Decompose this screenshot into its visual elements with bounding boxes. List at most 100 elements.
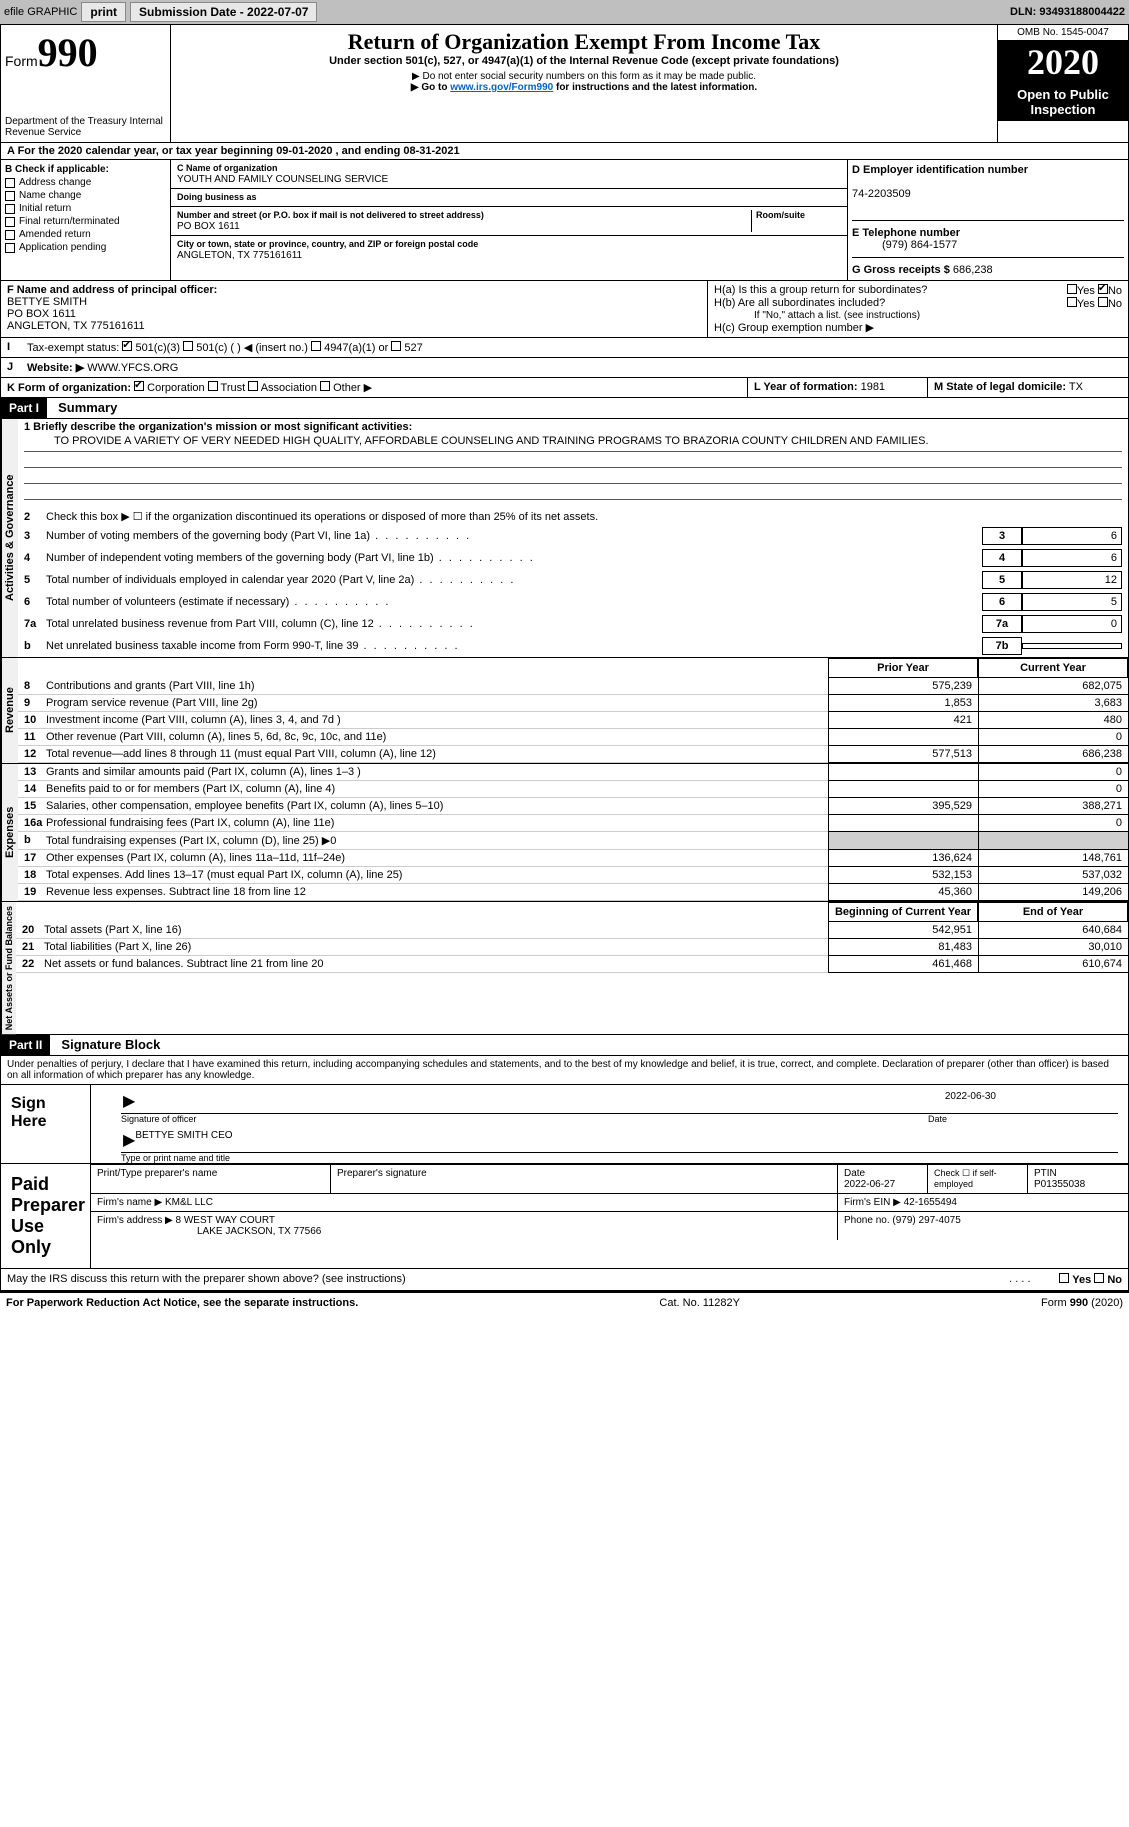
sig-officer-label: Signature of officer xyxy=(121,1114,928,1124)
firm-name-label: Firm's name ▶ xyxy=(97,1197,162,1208)
sign-here-label: Sign Here xyxy=(1,1085,91,1163)
current-value: 686,238 xyxy=(978,746,1128,763)
current-value: 148,761 xyxy=(978,850,1128,867)
firm-ein-label: Firm's EIN ▶ xyxy=(844,1197,901,1208)
prior-value xyxy=(828,832,978,850)
checkbox[interactable] xyxy=(5,178,15,188)
section-i: I Tax-exempt status: 501(c)(3) 501(c) ( … xyxy=(0,338,1129,358)
gross-value: 686,238 xyxy=(953,264,993,276)
form-org-checkbox[interactable] xyxy=(320,381,330,391)
current-value xyxy=(978,832,1128,850)
current-value: 682,075 xyxy=(978,678,1128,695)
website-label: Website: ▶ xyxy=(27,362,84,374)
dba-label: Doing business as xyxy=(177,192,257,202)
tax-status-checkbox[interactable] xyxy=(311,341,321,351)
hb-no-checkbox[interactable] xyxy=(1098,297,1108,307)
year-formation-label: L Year of formation: xyxy=(754,381,858,393)
city: ANGLETON, TX 775161611 xyxy=(177,250,302,261)
line1-label: 1 Briefly describe the organization's mi… xyxy=(24,421,412,433)
footer-right: Form 990 (2020) xyxy=(1041,1297,1123,1309)
form-org-checkbox[interactable] xyxy=(208,381,218,391)
firm-city: LAKE JACKSON, TX 77566 xyxy=(197,1226,321,1237)
activities-governance: Activities & Governance 1 Briefly descri… xyxy=(0,419,1129,658)
arrow-icon: ▶ xyxy=(123,1091,135,1111)
line-value: 5 xyxy=(1022,593,1122,611)
section-j: J Website: ▶ WWW.YFCS.ORG xyxy=(0,358,1129,378)
section-a: A For the 2020 calendar year, or tax yea… xyxy=(0,143,1129,160)
section-b-label: B Check if applicable: xyxy=(5,164,166,175)
checkbox[interactable] xyxy=(5,243,15,253)
form-org-label: K Form of organization: xyxy=(7,382,131,394)
officer-label: F Name and address of principal officer: xyxy=(7,284,217,296)
hb-yes-checkbox[interactable] xyxy=(1067,297,1077,307)
efile-label: efile GRAPHIC xyxy=(4,6,77,18)
sidebar-revenue: Revenue xyxy=(1,658,18,763)
mission-text: TO PROVIDE A VARIETY OF VERY NEEDED HIGH… xyxy=(24,435,1122,452)
current-value: 537,032 xyxy=(978,867,1128,884)
current-value: 640,684 xyxy=(978,922,1128,939)
begin-year-header: Beginning of Current Year xyxy=(828,902,978,922)
line-value: 6 xyxy=(1022,527,1122,545)
footer-mid: Cat. No. 11282Y xyxy=(659,1297,740,1309)
ha-no-checkbox[interactable] xyxy=(1098,284,1108,294)
checkbox[interactable] xyxy=(5,191,15,201)
footer-left: For Paperwork Reduction Act Notice, see … xyxy=(6,1297,358,1309)
mission-blank-line xyxy=(24,452,1122,468)
irs-link[interactable]: www.irs.gov/Form990 xyxy=(450,82,553,93)
section-b: B Check if applicable: Address changeNam… xyxy=(1,160,171,280)
prior-value: 421 xyxy=(828,712,978,729)
room-label: Room/suite xyxy=(756,210,805,220)
sections-fh: F Name and address of principal officer:… xyxy=(0,281,1129,338)
self-employed-check: Check ☐ if self-employed xyxy=(928,1165,1028,1193)
city-label: City or town, state or province, country… xyxy=(177,239,478,249)
domicile-label: M State of legal domicile: xyxy=(934,381,1066,393)
checkbox[interactable] xyxy=(5,217,15,227)
tax-status-checkbox[interactable] xyxy=(183,341,193,351)
part2-header: Part II Signature Block xyxy=(0,1035,1129,1056)
prep-date-label: Date xyxy=(844,1168,865,1179)
prior-value: 461,468 xyxy=(828,956,978,973)
net-assets-section: Net Assets or Fund Balances Beginning of… xyxy=(0,902,1129,1035)
addr-label: Number and street (or P.O. box if mail i… xyxy=(177,210,484,220)
line-value xyxy=(1022,643,1122,649)
checkbox-label: Amended return xyxy=(19,229,91,240)
ha-yes-checkbox[interactable] xyxy=(1067,284,1077,294)
sidebar-activities: Activities & Governance xyxy=(1,419,18,657)
prior-value: 577,513 xyxy=(828,746,978,763)
form-org-checkbox[interactable] xyxy=(134,381,144,391)
sections-deg: D Employer identification number74-22035… xyxy=(848,160,1128,280)
penalty-text: Under penalties of perjury, I declare th… xyxy=(0,1056,1129,1085)
prior-value xyxy=(828,781,978,798)
current-value: 388,271 xyxy=(978,798,1128,815)
print-button[interactable]: print xyxy=(81,2,126,22)
top-bar: efile GRAPHIC print Submission Date - 20… xyxy=(0,0,1129,24)
prior-year-header: Prior Year xyxy=(828,658,978,678)
current-value: 30,010 xyxy=(978,939,1128,956)
tax-status-checkbox[interactable] xyxy=(122,341,132,351)
tax-status-checkbox[interactable] xyxy=(391,341,401,351)
domicile: TX xyxy=(1069,381,1083,393)
tax-year: 2020 xyxy=(998,41,1128,83)
line-value: 6 xyxy=(1022,549,1122,567)
ssn-note: ▶ Do not enter social security numbers o… xyxy=(175,71,993,82)
firm-addr-label: Firm's address ▶ xyxy=(97,1215,173,1226)
checkbox[interactable] xyxy=(5,230,15,240)
discuss-no-checkbox[interactable] xyxy=(1094,1273,1104,1283)
checkbox-label: Address change xyxy=(19,177,91,188)
checkbox[interactable] xyxy=(5,204,15,214)
form-org-checkbox[interactable] xyxy=(248,381,258,391)
phone-label: E Telephone number xyxy=(852,227,960,239)
prep-sig-label: Preparer's signature xyxy=(331,1165,838,1193)
prep-phone: (979) 297-4075 xyxy=(892,1215,960,1226)
ein-label: D Employer identification number xyxy=(852,164,1028,176)
prior-value: 136,624 xyxy=(828,850,978,867)
discuss-yes-checkbox[interactable] xyxy=(1059,1273,1069,1283)
dept-treasury: Department of the Treasury Internal Reve… xyxy=(5,116,166,138)
prep-phone-label: Phone no. xyxy=(844,1215,890,1226)
prior-value: 532,153 xyxy=(828,867,978,884)
line-value: 0 xyxy=(1022,615,1122,633)
year-formation: 1981 xyxy=(861,381,885,393)
checkbox-label: Application pending xyxy=(19,242,106,253)
prior-value: 1,853 xyxy=(828,695,978,712)
current-value: 0 xyxy=(978,815,1128,832)
